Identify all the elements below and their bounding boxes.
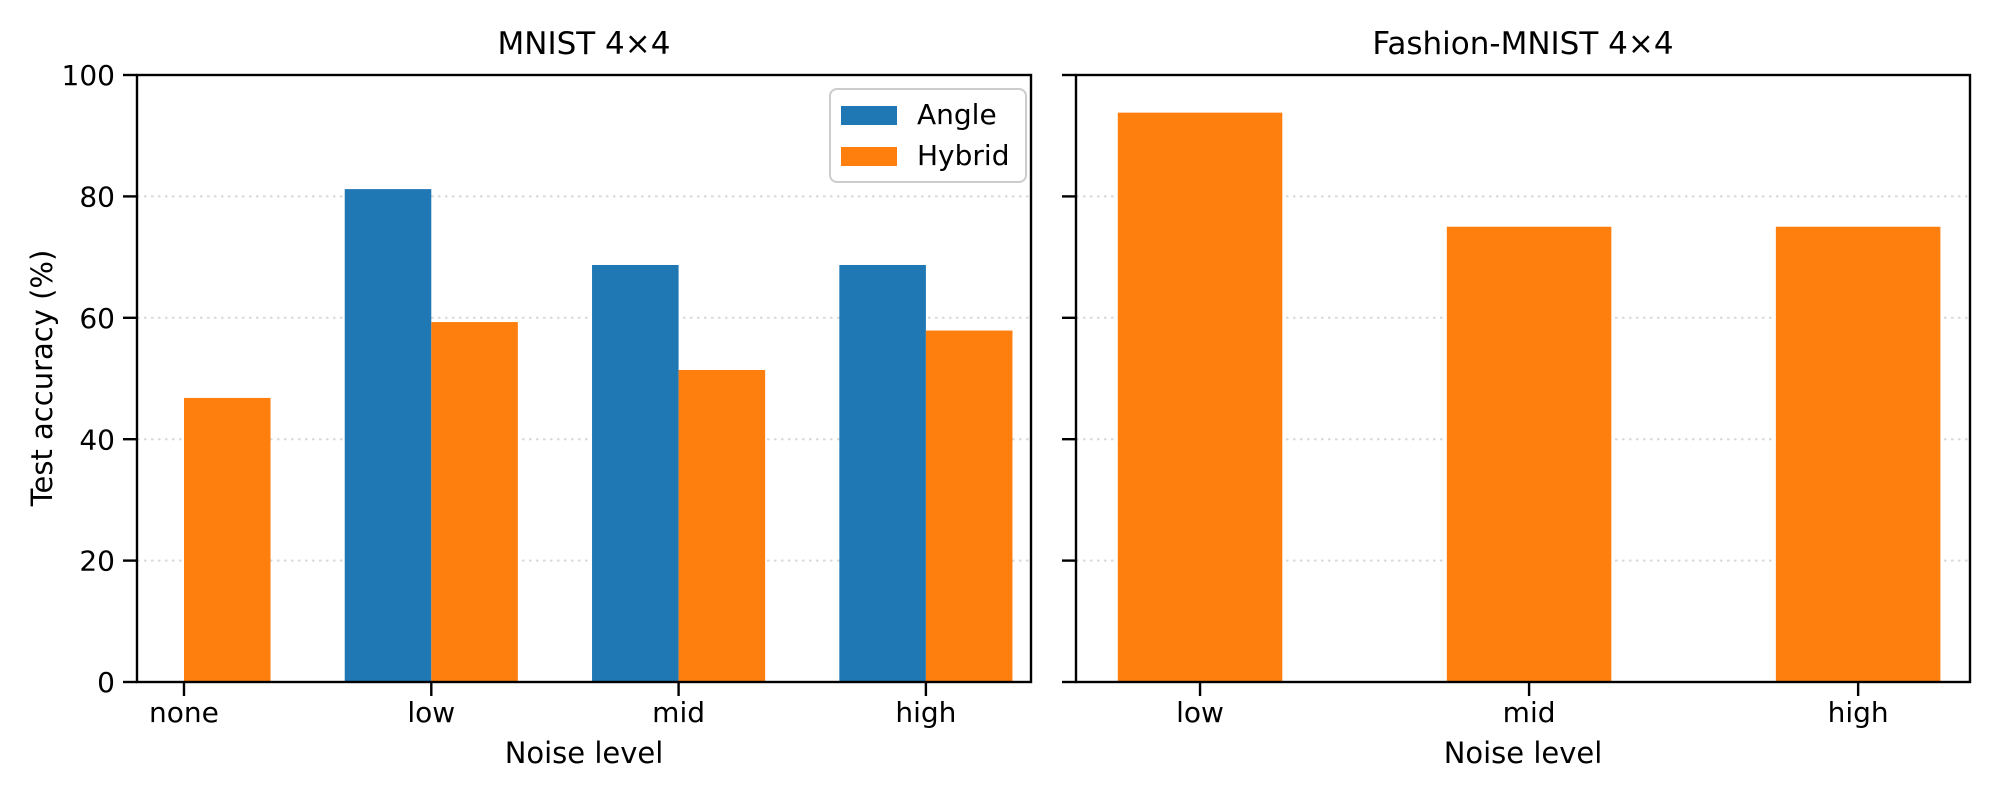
bar-hybrid-low	[1117, 112, 1283, 682]
bar-angle-high	[839, 264, 926, 682]
y-axis-label: Test accuracy (%)	[25, 249, 59, 507]
bar-hybrid-low	[431, 322, 518, 682]
bar-hybrid-none	[183, 397, 271, 682]
axes-spines	[135, 73, 1033, 684]
bar-hybrid-high	[925, 330, 1013, 682]
y-tick-label: 0	[97, 666, 115, 699]
y-tick-label: 40	[79, 423, 115, 456]
x-tick-label-low: low	[1176, 696, 1224, 729]
x-tick-label-none: none	[149, 696, 219, 729]
x-tick-label-high: high	[895, 696, 956, 729]
legend-swatch-hybrid-icon	[841, 146, 897, 166]
legend-item-angle: Angle	[841, 98, 1009, 131]
x-axis-label-right: Noise level	[1443, 736, 1603, 770]
bar-hybrid-mid	[678, 370, 766, 682]
bar-angle-low	[344, 189, 432, 682]
x-tick-label-high: high	[1828, 696, 1889, 729]
chart-title-mnist: MNIST 4×4	[497, 26, 671, 62]
x-tick-label-low: low	[407, 696, 455, 729]
legend-label-hybrid: Hybrid	[917, 139, 1010, 173]
y-tick-label: 80	[79, 180, 115, 213]
x-tick-label-mid: mid	[1503, 696, 1556, 729]
legend-item-hybrid: Hybrid	[841, 139, 1010, 173]
bar-hybrid-high	[1775, 226, 1941, 682]
legend: Angle Hybrid	[829, 88, 1028, 184]
x-tick-label-mid: mid	[652, 696, 705, 729]
bar-hybrid-mid	[1446, 226, 1612, 682]
y-tick-label: 100	[62, 59, 115, 92]
x-axis-label-left: Noise level	[504, 736, 664, 770]
y-tick-label: 20	[79, 545, 115, 578]
chart-title-fashion-mnist: Fashion-MNIST 4×4	[1372, 26, 1674, 62]
bar-angle-mid	[592, 264, 679, 682]
legend-swatch-angle-icon	[841, 105, 897, 125]
axes-spines	[1074, 73, 1972, 684]
y-tick-label: 60	[79, 302, 115, 335]
legend-label-angle: Angle	[917, 98, 997, 131]
